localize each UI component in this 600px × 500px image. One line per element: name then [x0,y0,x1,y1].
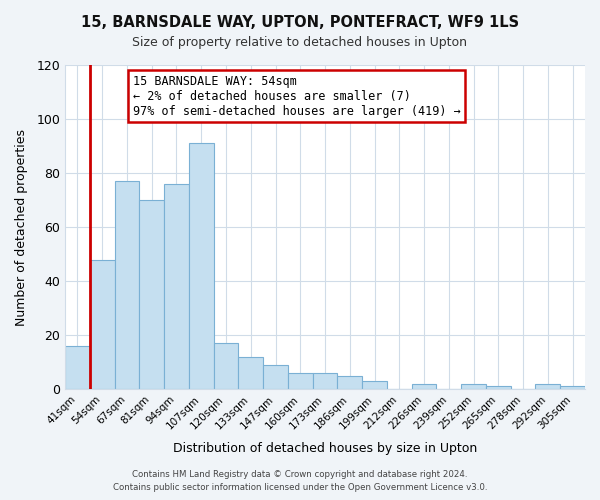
Bar [560,386,585,389]
Y-axis label: Number of detached properties: Number of detached properties [15,128,28,326]
Bar [189,144,214,389]
Bar [412,384,436,389]
Bar [164,184,189,389]
Bar [214,343,238,389]
X-axis label: Distribution of detached houses by size in Upton: Distribution of detached houses by size … [173,442,477,455]
Text: Size of property relative to detached houses in Upton: Size of property relative to detached ho… [133,36,467,49]
Bar [313,373,337,389]
Bar [65,346,90,389]
Bar [90,260,115,389]
Bar [288,373,313,389]
Bar [238,357,263,389]
Bar [263,365,288,389]
Bar [461,384,486,389]
Text: 15, BARNSDALE WAY, UPTON, PONTEFRACT, WF9 1LS: 15, BARNSDALE WAY, UPTON, PONTEFRACT, WF… [81,15,519,30]
Bar [535,384,560,389]
Bar [139,200,164,389]
Bar [486,386,511,389]
Bar [337,376,362,389]
Text: Contains HM Land Registry data © Crown copyright and database right 2024.
Contai: Contains HM Land Registry data © Crown c… [113,470,487,492]
Text: 15 BARNSDALE WAY: 54sqm
← 2% of detached houses are smaller (7)
97% of semi-deta: 15 BARNSDALE WAY: 54sqm ← 2% of detached… [133,74,460,118]
Bar [362,381,387,389]
Bar [115,181,139,389]
